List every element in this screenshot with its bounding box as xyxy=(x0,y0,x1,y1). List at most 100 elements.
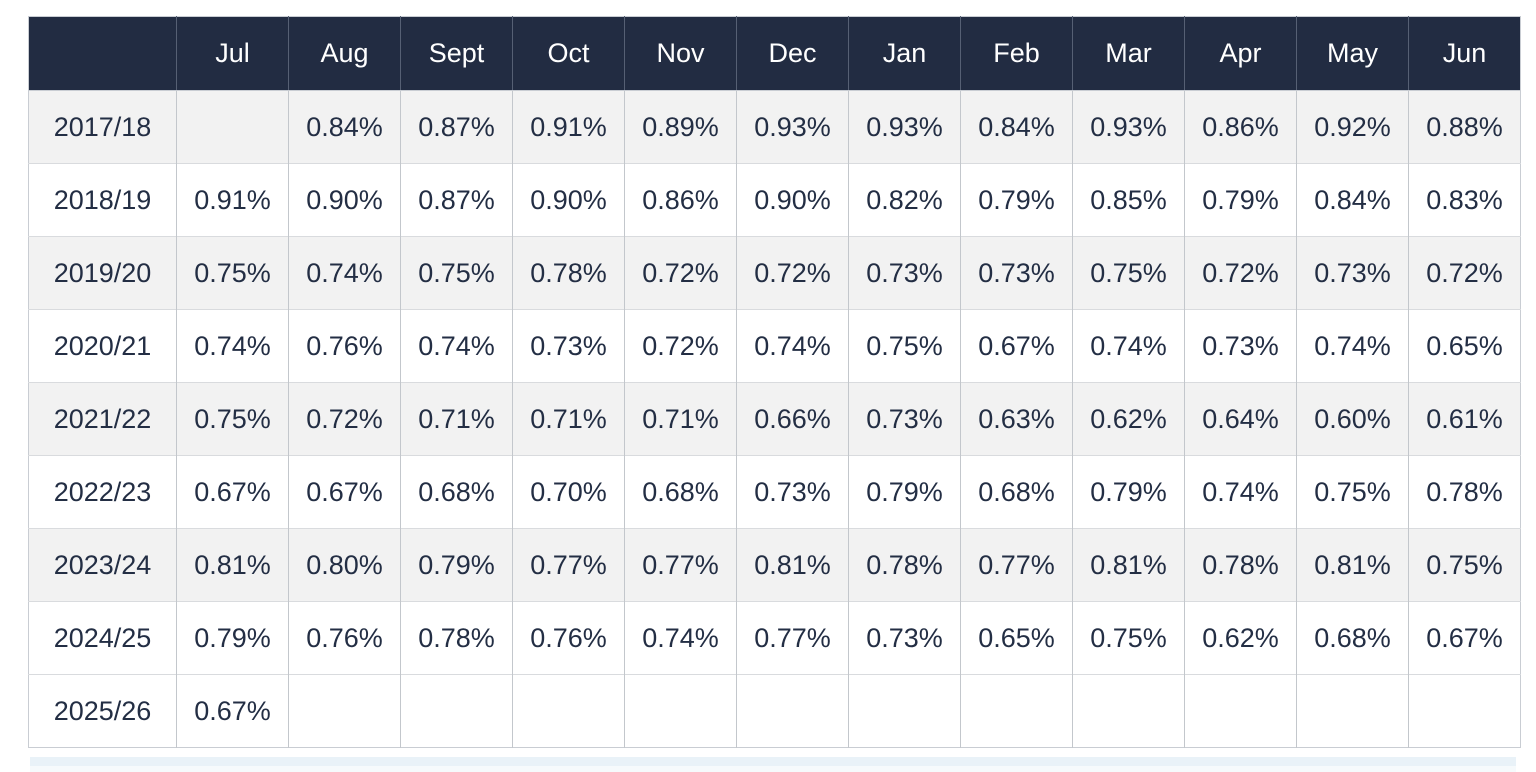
table-cell: 0.75% xyxy=(176,236,289,310)
table-cell: 0.74% xyxy=(1296,309,1409,383)
table-cell: 0.74% xyxy=(400,309,513,383)
column-header: Nov xyxy=(624,16,737,91)
column-header: Jan xyxy=(848,16,961,91)
table-cell xyxy=(624,674,737,748)
table-row: 2024/25 0.79% 0.76% 0.78% 0.76% 0.74% 0.77% 0.7… xyxy=(28,601,1521,675)
table-cell: 0.78% xyxy=(1184,528,1297,602)
table-cell: 0.68% xyxy=(960,455,1073,529)
table-cell: 0.66% xyxy=(736,382,849,456)
table-cell: 0.74% xyxy=(288,236,401,310)
table-cell: 0.93% xyxy=(1072,90,1185,164)
row-label: 2022/23 xyxy=(28,455,177,529)
table-row: 2017/18 0.84% 0.87% 0.91% 0.89% 0.93% 0.93% 0.8… xyxy=(28,90,1521,164)
table-cell: 0.73% xyxy=(736,455,849,529)
column-header: Apr xyxy=(1184,16,1297,91)
table-cell xyxy=(736,674,849,748)
column-header: Sept xyxy=(400,16,513,91)
table-cell: 0.75% xyxy=(1296,455,1409,529)
table-cell: 0.73% xyxy=(1184,309,1297,383)
table-cell: 0.79% xyxy=(176,601,289,675)
table-cell: 0.72% xyxy=(1184,236,1297,310)
table-row: 2019/20 0.75% 0.74% 0.75% 0.78% 0.72% 0.72% 0.7… xyxy=(28,236,1521,310)
monthly-rate-table: Jul Aug Sept Oct Nov Dec Jan Feb Mar Apr May Jun 20… xyxy=(28,16,1521,748)
table-cell: 0.68% xyxy=(624,455,737,529)
table-cell: 0.67% xyxy=(176,455,289,529)
table-cell: 0.67% xyxy=(1408,601,1521,675)
table-cell: 0.72% xyxy=(736,236,849,310)
table-cell: 0.82% xyxy=(848,163,961,237)
table-body: 2017/18 0.84% 0.87% 0.91% 0.89% 0.93% 0.93% 0.8… xyxy=(28,90,1521,748)
table-cell: 0.75% xyxy=(400,236,513,310)
table-cell: 0.87% xyxy=(400,90,513,164)
table-cell: 0.65% xyxy=(1408,309,1521,383)
table-row: 2023/24 0.81% 0.80% 0.79% 0.77% 0.77% 0.81% 0.7… xyxy=(28,528,1521,602)
table-row: 2025/26 0.67% xyxy=(28,674,1521,748)
row-label: 2023/24 xyxy=(28,528,177,602)
table-cell: 0.84% xyxy=(960,90,1073,164)
table-cell: 0.76% xyxy=(512,601,625,675)
table-cell: 0.77% xyxy=(624,528,737,602)
table-cell: 0.65% xyxy=(960,601,1073,675)
table-cell xyxy=(400,674,513,748)
table-cell: 0.73% xyxy=(848,236,961,310)
table-cell: 0.72% xyxy=(1408,236,1521,310)
column-header: Dec xyxy=(736,16,849,91)
table-cell: 0.84% xyxy=(288,90,401,164)
table-cell: 0.90% xyxy=(288,163,401,237)
table-cell: 0.76% xyxy=(288,309,401,383)
row-label: 2021/22 xyxy=(28,382,177,456)
table-cell: 0.75% xyxy=(176,382,289,456)
table-cell: 0.68% xyxy=(400,455,513,529)
table-header: Jul Aug Sept Oct Nov Dec Jan Feb Mar Apr May Jun xyxy=(28,16,1521,91)
table-cell: 0.90% xyxy=(736,163,849,237)
table-cell: 0.76% xyxy=(288,601,401,675)
table-cell xyxy=(1072,674,1185,748)
table-cell: 0.63% xyxy=(960,382,1073,456)
table-cell: 0.74% xyxy=(624,601,737,675)
table-cell: 0.79% xyxy=(1184,163,1297,237)
table-cell: 0.71% xyxy=(512,382,625,456)
table-cell: 0.87% xyxy=(400,163,513,237)
column-header: May xyxy=(1296,16,1409,91)
footer-strip xyxy=(30,757,1516,766)
table-cell: 0.79% xyxy=(1072,455,1185,529)
table-cell: 0.73% xyxy=(512,309,625,383)
table-cell: 0.75% xyxy=(1408,528,1521,602)
table-cell: 0.60% xyxy=(1296,382,1409,456)
table-cell: 0.75% xyxy=(848,309,961,383)
table-cell: 0.88% xyxy=(1408,90,1521,164)
table-cell xyxy=(288,674,401,748)
row-label: 2020/21 xyxy=(28,309,177,383)
table-cell: 0.74% xyxy=(1072,309,1185,383)
table-cell: 0.74% xyxy=(1184,455,1297,529)
table-cell: 0.62% xyxy=(1072,382,1185,456)
table-cell: 0.75% xyxy=(1072,601,1185,675)
table-cell: 0.81% xyxy=(1296,528,1409,602)
column-header: Aug xyxy=(288,16,401,91)
column-header: Jun xyxy=(1408,16,1521,91)
table-cell: 0.80% xyxy=(288,528,401,602)
table-cell: 0.71% xyxy=(624,382,737,456)
table-cell xyxy=(176,90,289,164)
table-cell: 0.73% xyxy=(848,601,961,675)
table-cell: 0.70% xyxy=(512,455,625,529)
table-cell: 0.92% xyxy=(1296,90,1409,164)
table-row: 2020/21 0.74% 0.76% 0.74% 0.73% 0.72% 0.74% 0.7… xyxy=(28,309,1521,383)
table-cell: 0.89% xyxy=(624,90,737,164)
table-row: 2018/19 0.91% 0.90% 0.87% 0.90% 0.86% 0.90% 0.8… xyxy=(28,163,1521,237)
table-cell: 0.78% xyxy=(400,601,513,675)
table-cell: 0.91% xyxy=(512,90,625,164)
table-cell: 0.73% xyxy=(1296,236,1409,310)
row-label: 2025/26 xyxy=(28,674,177,748)
table-cell: 0.84% xyxy=(1296,163,1409,237)
table-cell xyxy=(1408,674,1521,748)
column-header: Mar xyxy=(1072,16,1185,91)
table-cell xyxy=(512,674,625,748)
table-cell: 0.72% xyxy=(624,236,737,310)
table-row: 2022/23 0.67% 0.67% 0.68% 0.70% 0.68% 0.73% 0.7… xyxy=(28,455,1521,529)
table-cell: 0.77% xyxy=(512,528,625,602)
table-cell xyxy=(1296,674,1409,748)
table-cell: 0.93% xyxy=(848,90,961,164)
table-cell: 0.61% xyxy=(1408,382,1521,456)
